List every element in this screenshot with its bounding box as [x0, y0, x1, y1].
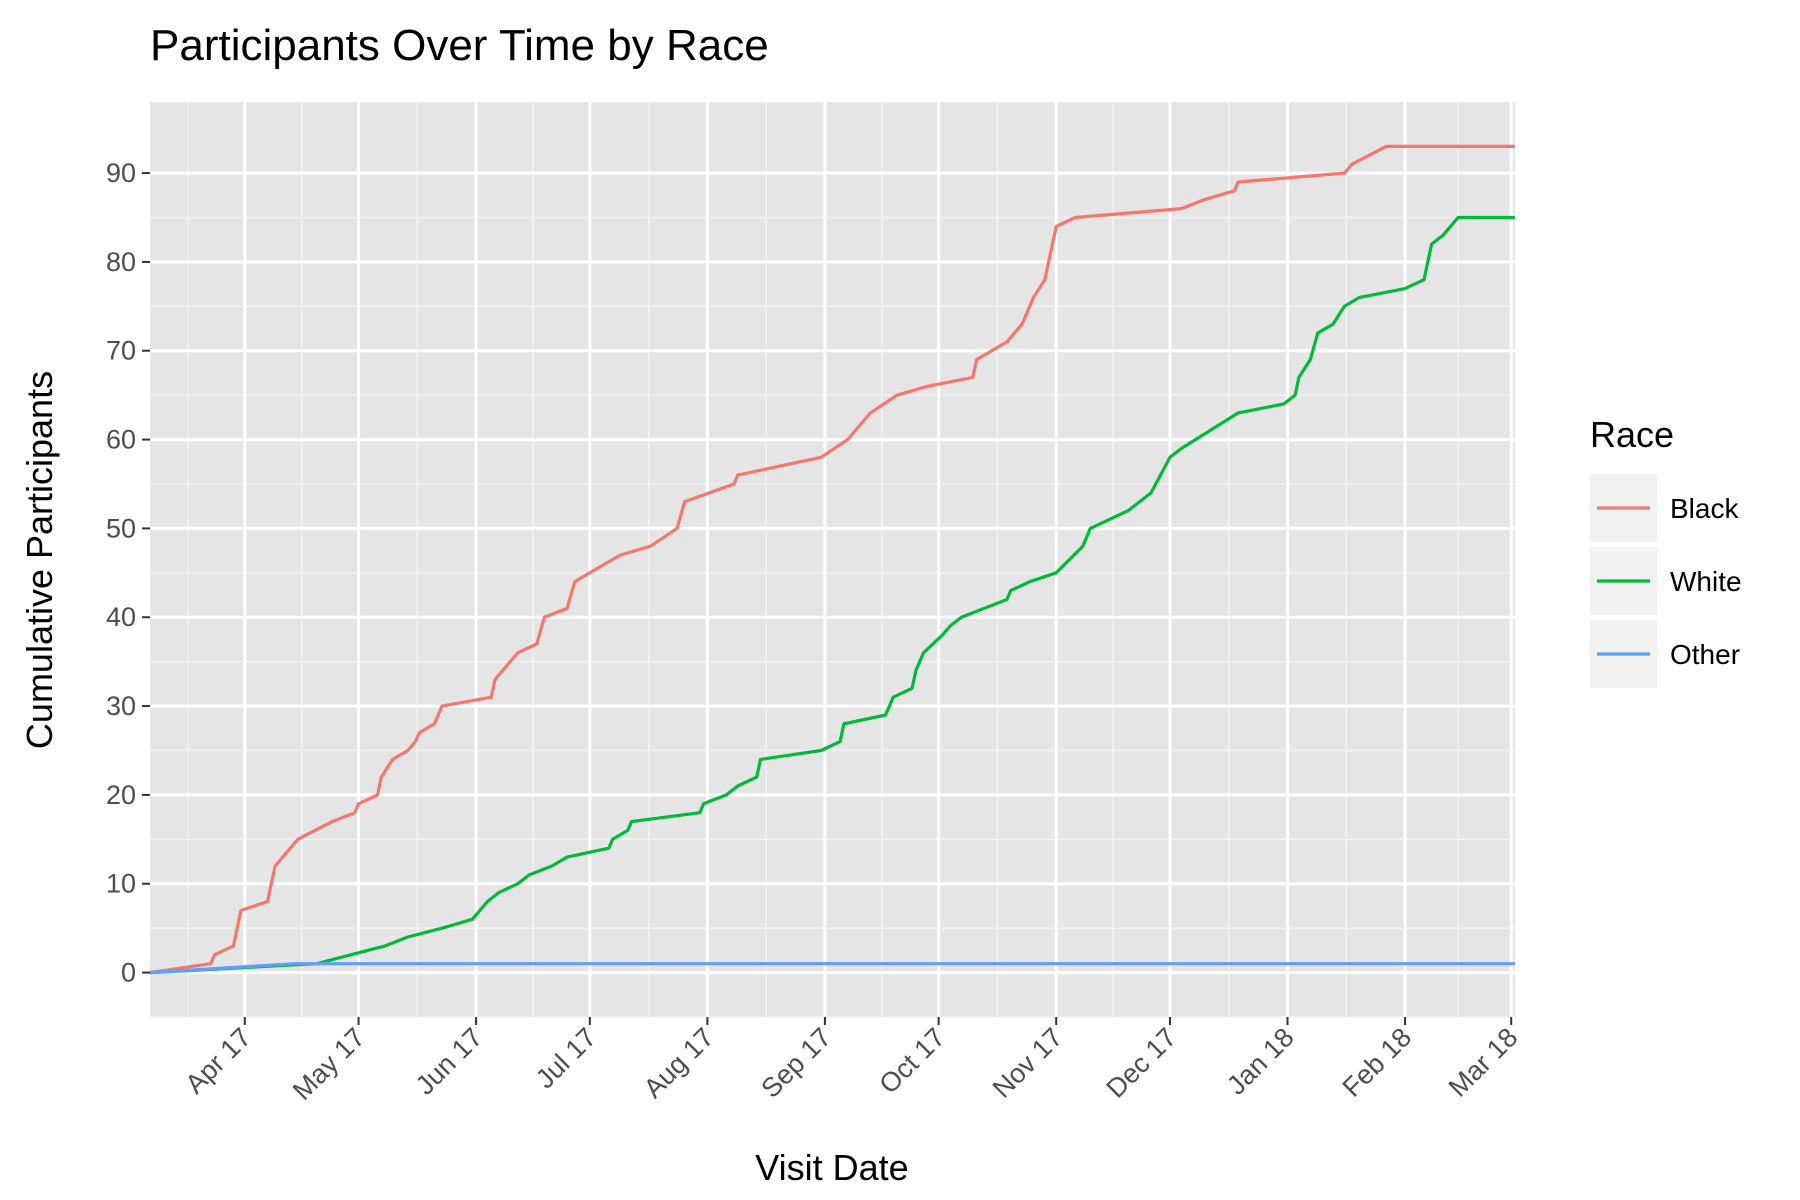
x-tick-label: Sep 17: [755, 1022, 837, 1104]
y-tick-label: 10: [106, 869, 136, 899]
x-tick-label: Dec 17: [1100, 1022, 1182, 1104]
x-tick-label: Apr 17: [180, 1022, 257, 1099]
x-tick-label: Mar 18: [1443, 1022, 1524, 1103]
legend-title: Race: [1590, 414, 1674, 455]
y-tick-label: 30: [106, 691, 136, 721]
x-tick-label: Oct 17: [873, 1022, 950, 1099]
y-tick-label: 0: [121, 958, 136, 988]
series-line-white: [149, 215, 1515, 975]
x-tick-label: Jun 17: [410, 1022, 489, 1101]
y-tick-label: 90: [106, 158, 136, 188]
plot-panel: [150, 102, 1515, 1017]
y-tick-label: 20: [106, 780, 136, 810]
series-line-black: [149, 144, 1515, 975]
y-tick-label: 70: [106, 336, 136, 366]
y-tick-label: 80: [106, 247, 136, 277]
x-axis-title: Visit Date: [755, 1147, 908, 1188]
x-tick-label: Nov 17: [987, 1022, 1069, 1104]
y-axis: 0 10 20 30 40 50 60 70 80 90: [106, 158, 150, 988]
series-lines: [149, 144, 1515, 975]
x-tick-label: Aug 17: [638, 1022, 720, 1104]
y-tick-label: 60: [106, 425, 136, 455]
legend-label: White: [1670, 566, 1742, 597]
minor-gridlines: [150, 102, 1515, 1018]
y-tick-label: 40: [106, 602, 136, 632]
major-gridlines: [150, 102, 1515, 1017]
legend: Race Black White Other: [1590, 414, 1742, 688]
legend-label: Black: [1670, 493, 1739, 524]
series-line-other: [149, 962, 1515, 975]
y-tick-label: 50: [106, 513, 136, 543]
x-tick-label: Jul 17: [530, 1022, 602, 1094]
y-axis-title: Cumulative Participants: [19, 371, 60, 749]
x-tick-label: Feb 18: [1337, 1022, 1418, 1103]
x-axis: Apr 17 May 17 Jun 17 Jul 17 Aug 17 Sep 17 Oct …: [180, 1017, 1524, 1106]
legend-label: Other: [1670, 639, 1740, 670]
chart-title: Participants Over Time by Race: [150, 21, 769, 70]
x-tick-label: May 17: [287, 1022, 371, 1106]
x-tick-label: Jan 18: [1221, 1022, 1300, 1101]
